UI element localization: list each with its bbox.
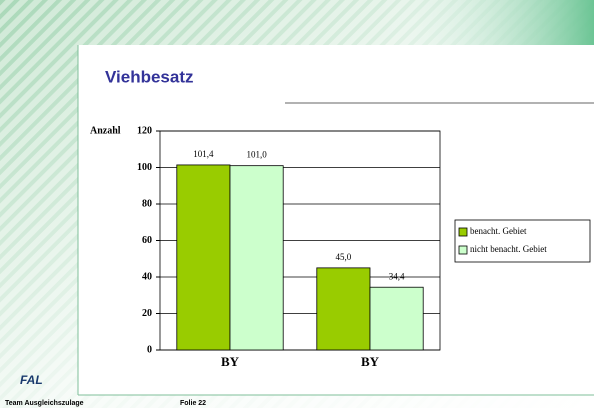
- data-label: 34,4: [389, 271, 405, 281]
- y-tick-label: 0: [147, 344, 152, 355]
- legend-label: nicht benacht. Gebiet: [470, 244, 547, 254]
- footer-team: Team Ausgleichszulage: [5, 400, 84, 407]
- y-tick-label: 60: [142, 235, 152, 246]
- legend-swatch: [458, 245, 468, 255]
- bar: [369, 286, 424, 351]
- data-label: 45,0: [336, 252, 352, 262]
- bar: [229, 165, 284, 351]
- y-tick-label: 100: [137, 162, 152, 173]
- legend-box: [454, 219, 591, 263]
- bar: [316, 267, 371, 351]
- y-tick-label: 40: [142, 271, 152, 282]
- plot-frame: [159, 130, 441, 351]
- y-tick-label: 80: [142, 198, 152, 209]
- footer-slide: Folie 22: [180, 400, 206, 407]
- data-label: 101,4: [193, 149, 214, 159]
- data-label: 101,0: [246, 150, 267, 160]
- y-axis-label: Anzahl: [90, 125, 121, 136]
- background-accent: [380, 0, 594, 45]
- x-tick-label: BY: [221, 354, 240, 369]
- legend-label: benacht. Gebiet: [470, 226, 527, 236]
- y-tick-label: 120: [137, 125, 152, 136]
- bar: [176, 164, 231, 351]
- slide-title: Viehbesatz: [105, 67, 194, 86]
- x-tick-label: BY: [361, 354, 380, 369]
- logo: FAL: [20, 373, 43, 387]
- y-tick-label: 20: [142, 308, 152, 319]
- legend-swatch: [458, 227, 468, 237]
